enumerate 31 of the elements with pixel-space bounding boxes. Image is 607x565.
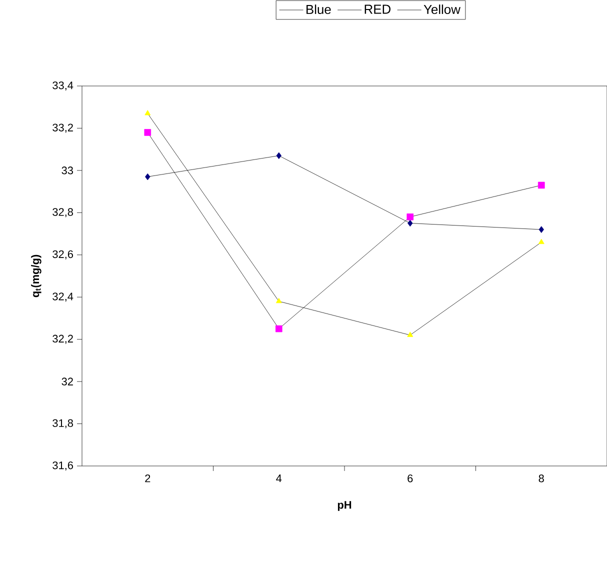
x-axis-title: pH — [338, 501, 352, 511]
point — [275, 325, 282, 332]
y-tick-label: 32,2 — [52, 334, 73, 344]
y-tick-label: 33 — [62, 166, 73, 174]
y-tick-label: 33,4 — [52, 81, 74, 91]
point — [145, 173, 150, 180]
legend-label: RED — [364, 4, 390, 14]
y-axis-title: q$_{t}$(mg/g) — [31, 254, 42, 298]
point — [276, 298, 282, 304]
x-tick-label: 8 — [538, 474, 544, 482]
y-tick-label: 31,6 — [52, 461, 73, 471]
point — [276, 152, 282, 160]
y-tick-label: 32 — [62, 378, 73, 386]
y-tick-label: 32,6 — [52, 250, 73, 260]
y-tick-label: 31,8 — [52, 419, 73, 428]
point — [406, 213, 414, 220]
legend-label: Blue — [306, 4, 331, 14]
legend-label: Yellow — [424, 4, 460, 14]
point — [538, 226, 544, 233]
point — [144, 110, 151, 116]
x-tick-label: 4 — [276, 474, 282, 482]
x-tick-label: 6 — [408, 474, 413, 482]
point — [538, 182, 545, 189]
y-tick-label: 32,4 — [52, 292, 74, 302]
point — [144, 129, 152, 136]
x-tick-label: 2 — [145, 474, 150, 482]
point — [407, 332, 414, 337]
point — [538, 238, 544, 244]
y-tick-label: 32,8 — [52, 208, 73, 218]
y-tick-label: 33,2 — [52, 124, 73, 133]
point — [408, 220, 413, 227]
